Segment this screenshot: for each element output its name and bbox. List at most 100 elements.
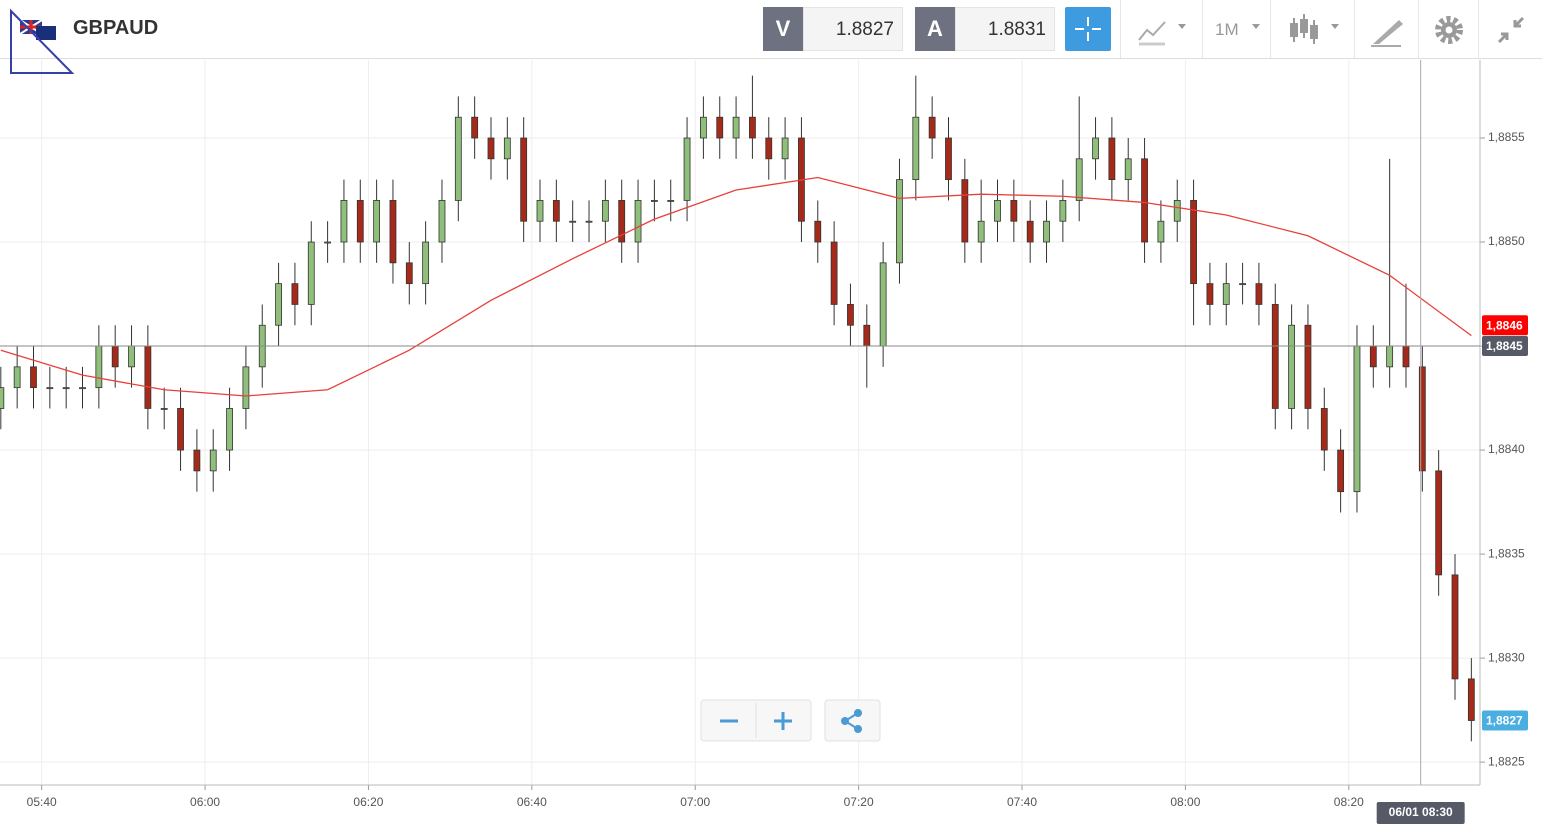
moving-average: [0, 176, 1472, 397]
candle-body: [30, 366, 37, 389]
collapse-button[interactable]: [1478, 0, 1542, 58]
candle-body: [1043, 220, 1050, 243]
candle-body: [700, 116, 707, 139]
y-tick-label: 1,8825: [1488, 754, 1525, 768]
candle-icon: [1290, 14, 1339, 44]
draw-icon: [1371, 20, 1403, 47]
candle-body: [601, 200, 609, 222]
candle-body: [46, 387, 54, 390]
x-tick-label: 08:20: [1334, 795, 1364, 809]
candle-body: [716, 116, 724, 139]
candle-body: [536, 200, 544, 222]
y-tick-label: 1,8855: [1488, 130, 1525, 144]
zoom-in[interactable]: [774, 712, 792, 730]
crosshair-button[interactable]: [1065, 7, 1111, 51]
candle-body: [961, 179, 969, 243]
candle-body: [1124, 158, 1132, 181]
candle-body: [356, 200, 364, 243]
share-icon: [841, 709, 862, 733]
candle-body: [226, 408, 233, 451]
dropdown-icon: [1252, 24, 1260, 29]
share-button[interactable]: [824, 699, 881, 742]
candle-body: [781, 137, 789, 160]
last-price-tag-label: 1,8827: [1486, 714, 1523, 728]
candle-body: [128, 345, 135, 368]
candle-body: [1206, 283, 1214, 305]
candle-body: [994, 200, 1001, 222]
candle-body: [569, 220, 577, 223]
candle-body: [1418, 366, 1426, 472]
price-tag-label: 1,8845: [1486, 339, 1523, 353]
candle-body: [438, 200, 446, 243]
candle-body: [847, 304, 854, 326]
candle-body: [1451, 574, 1459, 680]
candle-body: [912, 116, 920, 181]
candle-body: [291, 283, 299, 305]
candle-body: [62, 387, 70, 390]
candle-body: [1337, 449, 1345, 493]
candle-body: [1271, 304, 1279, 409]
candle-body: [0, 387, 5, 409]
x-tick-label: 08:00: [1170, 795, 1200, 809]
settings-button[interactable]: [1418, 0, 1479, 58]
candle-body: [863, 324, 871, 347]
candle-body: [683, 137, 691, 201]
ask-price[interactable]: 1.8831: [955, 7, 1055, 51]
candle-body: [1173, 200, 1181, 222]
candle-body: [1010, 200, 1018, 222]
candle-body: [79, 387, 86, 390]
candle-body: [160, 408, 168, 410]
candle-body: [765, 137, 773, 160]
candle-body: [945, 137, 952, 181]
draw-button[interactable]: [1354, 0, 1419, 58]
candle-body: [552, 200, 560, 222]
candle-body: [1108, 137, 1116, 181]
candle-body: [373, 200, 381, 243]
candle-body: [242, 366, 250, 409]
ask-label[interactable]: A: [915, 7, 955, 51]
candle-body: [520, 137, 528, 222]
candle-body: [1255, 283, 1263, 305]
candle-body: [650, 200, 658, 202]
x-tick-label: 07:40: [1007, 795, 1037, 809]
flag: [10, 8, 75, 74]
y-tick-label: 1,8830: [1488, 650, 1525, 664]
candle-body: [487, 137, 495, 160]
candle-body: [111, 345, 119, 368]
candle-button[interactable]: [1270, 0, 1355, 58]
bid-label[interactable]: V: [763, 7, 803, 51]
candle-body: [1369, 345, 1377, 368]
timeframe-button[interactable]: 1M: [1202, 0, 1271, 58]
candle-body: [618, 200, 626, 243]
candle-body: [13, 366, 21, 389]
candle-body: [1353, 345, 1361, 493]
candle-body: [667, 200, 675, 202]
bid-price[interactable]: 1.8827: [803, 7, 903, 51]
x-tick-label: 06:20: [353, 795, 383, 809]
candle-body: [1141, 158, 1148, 243]
candle-body: [977, 220, 985, 243]
chart-type-button[interactable]: [1120, 0, 1203, 58]
candle-body: [749, 116, 756, 139]
candle-body: [471, 116, 479, 139]
candle-body: [1075, 158, 1083, 201]
x-tick-label: 06:00: [190, 795, 220, 809]
candle-body: [1059, 200, 1067, 222]
candle-body: [1320, 408, 1328, 451]
candle-body: [1467, 678, 1475, 721]
candle-body: [585, 220, 593, 223]
candle-body: [454, 116, 462, 201]
collapse-icon: [1497, 16, 1525, 44]
candle-body: [1222, 283, 1230, 305]
candle-body: [209, 449, 217, 472]
candle-body: [732, 116, 740, 139]
candle-body: [340, 200, 348, 243]
candle-body: [1190, 200, 1197, 285]
candle-body: [307, 241, 315, 305]
symbol: GBPAUD: [73, 17, 159, 39]
candle-body: [503, 137, 511, 160]
candle-body: [928, 116, 936, 139]
crosshair-tag: [1376, 802, 1465, 824]
candle-body: [830, 241, 838, 305]
